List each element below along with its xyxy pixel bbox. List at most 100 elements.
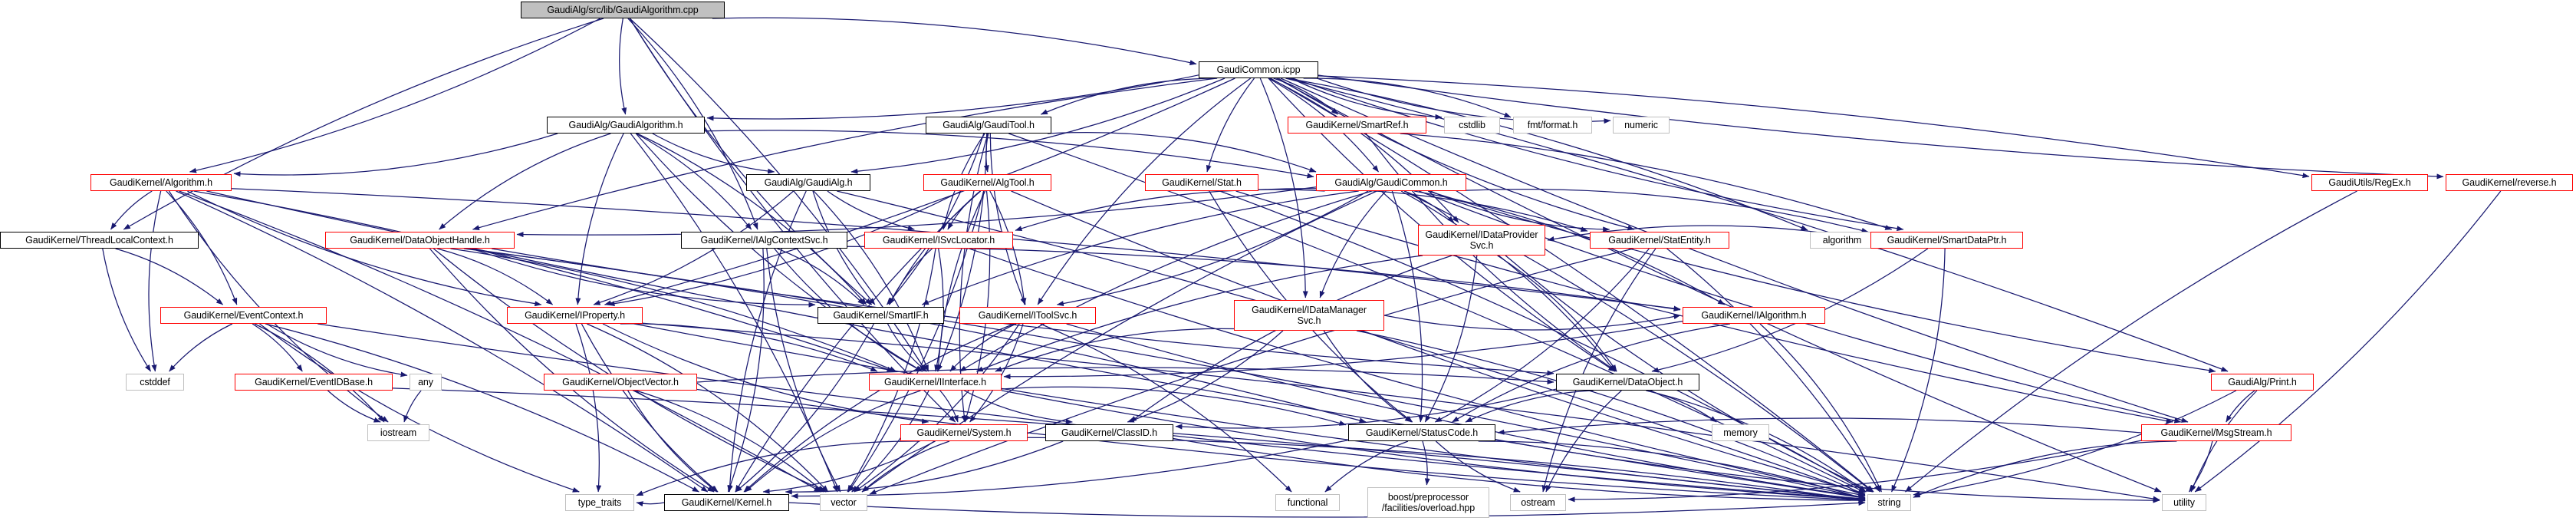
graph-node[interactable]: any [410, 374, 442, 391]
graph-node[interactable]: algorithm [1810, 232, 1874, 249]
graph-edge [1003, 320, 1683, 380]
graph-edge [1427, 190, 2216, 374]
graph-node[interactable]: GaudiKernel/DataObjectHandle.h [325, 232, 515, 249]
graph-edge [1319, 190, 1387, 298]
graph-node-label: GaudiAlg/GaudiAlgorithm.h [568, 120, 683, 130]
graph-node[interactable]: boost/preprocessor /facilities/overload.… [1367, 487, 1489, 518]
graph-node[interactable]: GaudiKernel/System.h [900, 424, 1028, 441]
graph-node[interactable]: GaudiKernel/Stat.h [1145, 174, 1258, 191]
graph-node[interactable]: GaudiAlg/GaudiAlgorithm.h [547, 117, 705, 134]
graph-node[interactable]: GaudiKernel/ThreadLocalContext.h [0, 232, 199, 249]
graph-node-label: GaudiKernel/ClassID.h [1061, 427, 1158, 438]
graph-node-label: cstdlib [1459, 120, 1485, 130]
graph-edge [969, 248, 1866, 497]
graph-node[interactable]: GaudiKernel/IDataProvider Svc.h [1418, 225, 1545, 256]
graph-node[interactable]: GaudiKernel/StatusCode.h [1348, 424, 1495, 441]
graph-node[interactable]: utility [2162, 494, 2206, 511]
graph-node[interactable]: GaudiKernel/SmartDataPtr.h [1870, 232, 2023, 249]
graph-edge [1318, 74, 2444, 180]
graph-edge [450, 248, 897, 372]
graph-node[interactable]: GaudiKernel/AlgTool.h [923, 174, 1051, 191]
graph-node[interactable]: GaudiKernel/EventContext.h [160, 307, 327, 324]
graph-edge [193, 190, 894, 372]
graph-edge [712, 17, 1197, 66]
graph-node[interactable]: type_traits [565, 494, 634, 511]
graph-node[interactable]: GaudiUtils/RegEx.h [2311, 174, 2428, 191]
graph-edge [995, 328, 1235, 372]
graph-node[interactable]: GaudiAlg/src/lib/GaudiAlgorithm.cpp [521, 2, 725, 18]
graph-edge [1323, 330, 1412, 423]
graph-node-label: GaudiKernel/StatEntity.h [1608, 235, 1711, 246]
graph-edge [1040, 77, 1218, 115]
graph-edge [975, 255, 1423, 372]
graph-edge [887, 323, 927, 372]
graph-node[interactable]: GaudiKernel/EventIDBase.h [235, 374, 393, 391]
graph-node[interactable]: ostream [1510, 494, 1566, 511]
graph-node[interactable]: cstdlib [1444, 117, 1500, 134]
graph-edge [1913, 390, 2237, 497]
graph-node[interactable]: GaudiAlg/GaudiAlg.h [746, 174, 870, 191]
graph-node[interactable]: GaudiKernel/DataObject.h [1556, 374, 1699, 391]
graph-node[interactable]: GaudiAlg/GaudiTool.h [926, 117, 1051, 134]
graph-edge [766, 248, 841, 493]
graph-edge [189, 18, 600, 173]
graph-node[interactable]: GaudiAlg/Print.h [2211, 374, 2314, 391]
graph-node[interactable]: functional [1275, 494, 1340, 511]
graph-node-label: ostream [1521, 497, 1555, 508]
graph-node[interactable]: GaudiKernel/ClassID.h [1045, 424, 1173, 441]
graph-node[interactable]: GaudiKernel/IToolSvc.h [959, 307, 1096, 324]
graph-edge [1001, 386, 1347, 426]
graph-node[interactable]: GaudiKernel/IAlgContextSvc.h [681, 232, 847, 249]
graph-edge [1466, 189, 1869, 233]
graph-edge [1465, 390, 1594, 423]
graph-node[interactable]: GaudiKernel/IInterface.h [869, 374, 1002, 391]
graph-node[interactable]: GaudiCommon.icpp [1199, 61, 1318, 78]
graph-edge [1040, 323, 1292, 493]
graph-edge [1891, 248, 1946, 493]
graph-node-label: GaudiKernel/AlgTool.h [940, 177, 1035, 188]
graph-node[interactable]: fmt/format.h [1513, 117, 1592, 134]
graph-edge [472, 77, 1217, 231]
graph-edge [949, 323, 1017, 372]
graph-edge [1292, 77, 1904, 232]
graph-node[interactable]: GaudiKernel/Algorithm.h [90, 174, 232, 191]
graph-edge [1422, 440, 1430, 486]
graph-edge [735, 190, 981, 493]
graph-node[interactable]: GaudiKernel/IDataManager Svc.h [1234, 300, 1384, 331]
graph-node[interactable]: GaudiAlg/GaudiCommon.h [1316, 174, 1466, 191]
graph-node[interactable]: iostream [367, 424, 429, 441]
graph-edge [636, 440, 920, 496]
graph-node[interactable]: memory [1712, 424, 1769, 441]
graph-node[interactable]: string [1867, 494, 1911, 511]
graph-edge [696, 388, 1866, 503]
graph-edge [1001, 390, 1866, 502]
graph-node[interactable]: GaudiKernel/SmartIF.h [818, 307, 944, 324]
graph-edge [635, 133, 923, 372]
graph-node[interactable]: GaudiKernel/reverse.h [2446, 174, 2573, 191]
graph-edge [1495, 439, 2160, 503]
graph-edge [1269, 77, 1459, 223]
graph-node[interactable]: GaudiKernel/SmartRef.h [1288, 117, 1426, 134]
graph-node[interactable]: GaudiKernel/ObjectVector.h [544, 374, 697, 391]
graph-node-label: GaudiKernel/reverse.h [2462, 177, 2557, 188]
graph-node[interactable]: vector [820, 494, 867, 511]
graph-edge [437, 248, 553, 305]
graph-node[interactable]: GaudiKernel/IAlgorithm.h [1683, 307, 1825, 324]
graph-edge [1285, 77, 2229, 372]
graph-edge [516, 186, 1317, 238]
graph-node[interactable]: GaudiKernel/MsgStream.h [2141, 424, 2291, 441]
graph-edge [252, 323, 303, 372]
graph-edge [791, 439, 1349, 500]
graph-node[interactable]: GaudiKernel/IProperty.h [507, 307, 643, 324]
graph-node[interactable]: GaudiKernel/Kernel.h [664, 494, 789, 511]
graph-edge [429, 248, 715, 493]
graph-node[interactable]: GaudiKernel/StatEntity.h [1590, 232, 1729, 249]
graph-node[interactable]: cstddef [126, 374, 184, 391]
graph-edge [1646, 390, 1717, 423]
graph-node[interactable]: numeric [1613, 117, 1670, 134]
graph-edge [110, 190, 153, 230]
graph-edge [1259, 77, 1308, 298]
graph-node[interactable]: GaudiKernel/ISvcLocator.h [864, 232, 1013, 249]
